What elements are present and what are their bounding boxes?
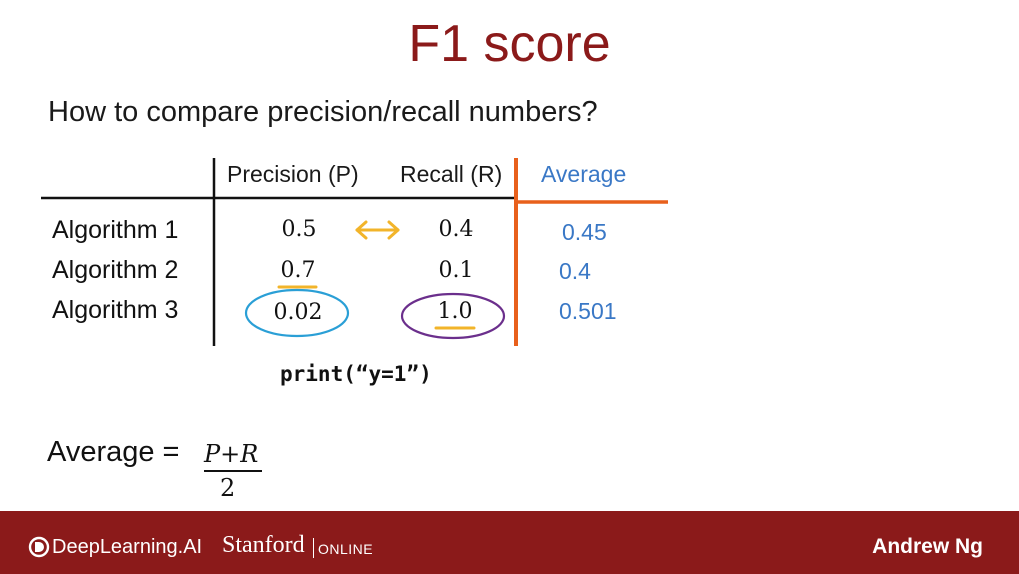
row-label-algorithm-2: Algorithm 2 [52, 256, 179, 284]
circle-precision-0.02 [244, 288, 350, 338]
cell-precision-2: 0.7 [280, 258, 316, 283]
cell-average-3: 0.501 [559, 298, 617, 324]
deeplearning-logo-icon [28, 536, 50, 558]
cell-precision-3: 0.02 [273, 300, 323, 325]
code-snippet: print(“y=1”) [280, 362, 432, 386]
formula-denominator: 2 [220, 474, 236, 502]
cell-recall-2: 0.1 [438, 258, 474, 283]
table-annotations [41, 158, 668, 346]
author-name: Andrew Ng [872, 535, 983, 558]
fraction-bar [204, 470, 262, 472]
slide-title: F1 score [408, 15, 611, 73]
cell-average-1: 0.45 [562, 219, 607, 245]
question-text: How to compare precision/recall numbers? [48, 96, 598, 128]
header-precision: Precision (P) [227, 161, 359, 187]
cell-recall-3: 1.0 [437, 299, 473, 324]
header-recall: Recall (R) [400, 161, 503, 187]
comparison-arrow-icon [355, 220, 400, 240]
brand-online: ONLINE [318, 541, 374, 557]
brand-divider [313, 538, 314, 558]
row-label-algorithm-3: Algorithm 3 [52, 296, 179, 324]
footer-bar [0, 511, 1019, 574]
row-label-algorithm-1: Algorithm 1 [52, 216, 179, 244]
formula-label: Average = [47, 436, 180, 468]
cell-precision-1: 0.5 [281, 217, 317, 242]
brand-deeplearning: DeepLearning.AI [52, 536, 203, 558]
header-average: Average [541, 161, 627, 187]
cell-average-2: 0.4 [559, 258, 591, 284]
brand-stanford: Stanford [222, 532, 305, 558]
formula-numerator: P+R [204, 440, 259, 468]
cell-recall-1: 0.4 [438, 217, 474, 242]
circle-recall-1.0 [400, 292, 506, 340]
